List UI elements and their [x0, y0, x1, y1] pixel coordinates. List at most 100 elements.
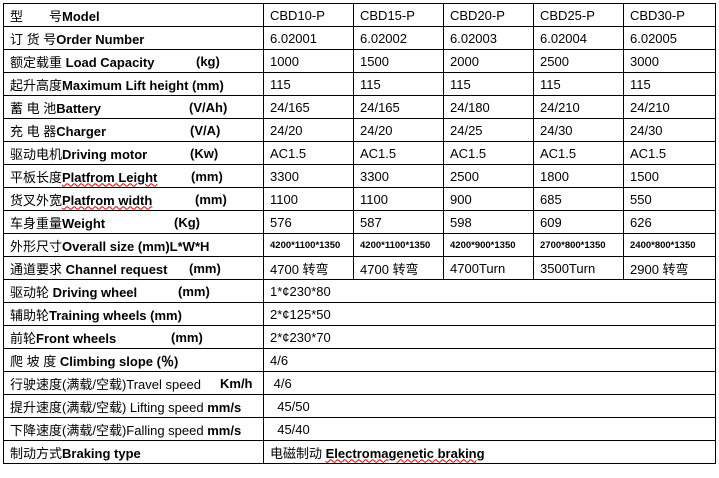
label-en: Battery: [56, 100, 102, 116]
value-cell: 24/180: [443, 95, 534, 119]
label-en: mm/s: [203, 422, 242, 438]
value-cell: 24/210: [623, 95, 716, 119]
table-row: 驱动轮 Driving wheel (mm) 1*¢230*80: [3, 279, 716, 303]
label-en: Maximum Lift height (mm): [62, 77, 224, 93]
row-label: 前轮Front wheels (mm): [3, 325, 264, 349]
row-label: 蓄 电 池Battery (V/Ah): [3, 95, 264, 119]
value-cell: 2500: [533, 49, 624, 73]
value-cell: 4700 转弯: [353, 256, 444, 280]
label-cn: 充 电 器: [10, 123, 57, 139]
table-row: 前轮Front wheels (mm) 2*¢230*70: [3, 325, 716, 349]
label-cn: 蓄 电 池: [10, 100, 57, 116]
value-cell: 24/30: [533, 118, 624, 142]
value-cell: AC1.5: [263, 141, 354, 165]
label-en: Front wheels: [36, 330, 117, 346]
value-cell: AC1.5: [533, 141, 624, 165]
label-en: mm/s: [203, 399, 242, 415]
table-row: 货叉外宽Platfrom width (mm) 1100 1100 900 685 550: [3, 187, 716, 211]
label-cn: 辅助轮: [10, 307, 50, 323]
table-row: 车身重量Weight (Kg) 576 587 598 609 626: [3, 210, 716, 234]
value-cell: 2500: [443, 164, 534, 188]
label-unit: Km/h: [220, 376, 253, 391]
value-cell: CBD10-P: [263, 3, 354, 27]
label-cn: 通道要求: [10, 261, 66, 277]
value-cell: 24/20: [353, 118, 444, 142]
value-cell: 115: [353, 72, 444, 96]
value-cell: CBD30-P: [623, 3, 716, 27]
value-cell: 6.02002: [353, 26, 444, 50]
table-row: 行驶速度(满载/空载)Travel speed Km/h 4/6: [3, 371, 716, 395]
value-cell: 4200*1100*1350: [263, 233, 354, 257]
value-cell: 587: [353, 210, 444, 234]
table-row: 下降速度(满载/空载)Falling speed mm/s 45/40: [3, 417, 716, 441]
value-cell: AC1.5: [443, 141, 534, 165]
table-row: 驱动电机Driving motor (Kw) AC1.5 AC1.5 AC1.5 AC1.…: [3, 141, 716, 165]
label-cn: 订 货 号: [10, 31, 57, 47]
label-en: Driving wheel: [52, 284, 138, 300]
table-row: 通道要求 Channel request (mm) 4700 转弯 4700 转弯 47…: [3, 256, 716, 280]
spec-table: 型 号Model CBD10-P CBD15-P CBD20-P CBD25-P CBD3…: [3, 3, 716, 464]
label-cn: 爬 坡 度: [10, 353, 60, 369]
table-row: 额定载重 Load Capacity (kg) 1000 1500 2000 2500 30…: [3, 49, 716, 73]
label-cn: 驱动电机: [10, 146, 63, 162]
value-cell: 115: [263, 72, 354, 96]
value-cell: 3500Turn: [533, 256, 624, 280]
value-cell: 2900 转弯: [623, 256, 716, 280]
row-label: 下降速度(满载/空载)Falling speed mm/s: [3, 417, 264, 441]
row-label: 车身重量Weight (Kg): [3, 210, 264, 234]
label-cn: 货叉外宽: [10, 192, 63, 208]
value-cell: 2700*800*1350: [533, 233, 624, 257]
value-cell: 2*¢230*70: [263, 325, 716, 349]
row-label: 平板长度Platfrom Leight (mm): [3, 164, 264, 188]
value-cell: 45/50: [263, 394, 716, 418]
label-en: Platfrom width: [62, 192, 153, 208]
label-en: Model: [62, 8, 100, 24]
label-cn: 车身重量: [10, 215, 63, 231]
label-en: Order Number: [56, 31, 145, 47]
label-unit: (Kg): [174, 215, 200, 230]
value-cell: CBD25-P: [533, 3, 624, 27]
label-en: Overall size (mm)L*W*H: [62, 238, 210, 254]
table-row: 蓄 电 池Battery (V/Ah) 24/165 24/165 24/180 24/2…: [3, 95, 716, 119]
table-row: 平板长度Platfrom Leight (mm) 3300 3300 2500 1800 1…: [3, 164, 716, 188]
value-cell: AC1.5: [353, 141, 444, 165]
label-cn: 平板长度: [10, 169, 63, 185]
label-en: Charger: [56, 123, 107, 139]
value-cell: 1500: [623, 164, 716, 188]
value-cell: 900: [443, 187, 534, 211]
value-cell: 3300: [263, 164, 354, 188]
value-cell: 24/30: [623, 118, 716, 142]
label-cn: 行驶速度(满载/空载)Travel speed: [10, 376, 201, 392]
label-unit: (V/A): [190, 123, 221, 138]
label-cn: 前轮: [10, 330, 37, 346]
label-unit: (mm): [195, 192, 227, 207]
value-cell: 1100: [353, 187, 444, 211]
value-cell: 626: [623, 210, 716, 234]
value-cell: 2*¢125*50: [263, 302, 716, 326]
row-label: 制动方式Braking type: [3, 440, 264, 464]
value-cell: 6.02003: [443, 26, 534, 50]
label-en: Platfrom Leight: [62, 169, 158, 185]
label-unit: (mm): [191, 169, 223, 184]
value-cell: 576: [263, 210, 354, 234]
table-row: 辅助轮Training wheels (mm) 2*¢125*50: [3, 302, 716, 326]
value-cell: 4700Turn: [443, 256, 534, 280]
value-cell: 115: [533, 72, 624, 96]
label-en: Braking type: [62, 445, 141, 461]
row-label: 外形尺寸Overall size (mm)L*W*H: [3, 233, 264, 257]
row-label: 型 号Model: [3, 3, 264, 27]
value-cell: 6.02004: [533, 26, 624, 50]
label-en: Weight: [62, 215, 106, 231]
value-cell: CBD20-P: [443, 3, 534, 27]
value-cell: 6.02001: [263, 26, 354, 50]
value-cell: 598: [443, 210, 534, 234]
label-en: Load Capacity: [65, 54, 155, 70]
table-row: 外形尺寸Overall size (mm)L*W*H 4200*1100*1350…: [3, 233, 716, 257]
table-row: 充 电 器Charger (V/A) 24/20 24/20 24/25 24/30 24/…: [3, 118, 716, 142]
label-cn: 额定载重: [10, 54, 66, 70]
table-row: 型 号Model CBD10-P CBD15-P CBD20-P CBD25-P CBD3…: [3, 3, 716, 27]
label-unit: (Kw): [190, 146, 219, 161]
label-unit: (V/Ah): [189, 100, 228, 115]
label-cn: 驱动轮: [10, 284, 53, 300]
label-cn: 提升速度(满载/空载) Lifting speed: [10, 399, 204, 415]
